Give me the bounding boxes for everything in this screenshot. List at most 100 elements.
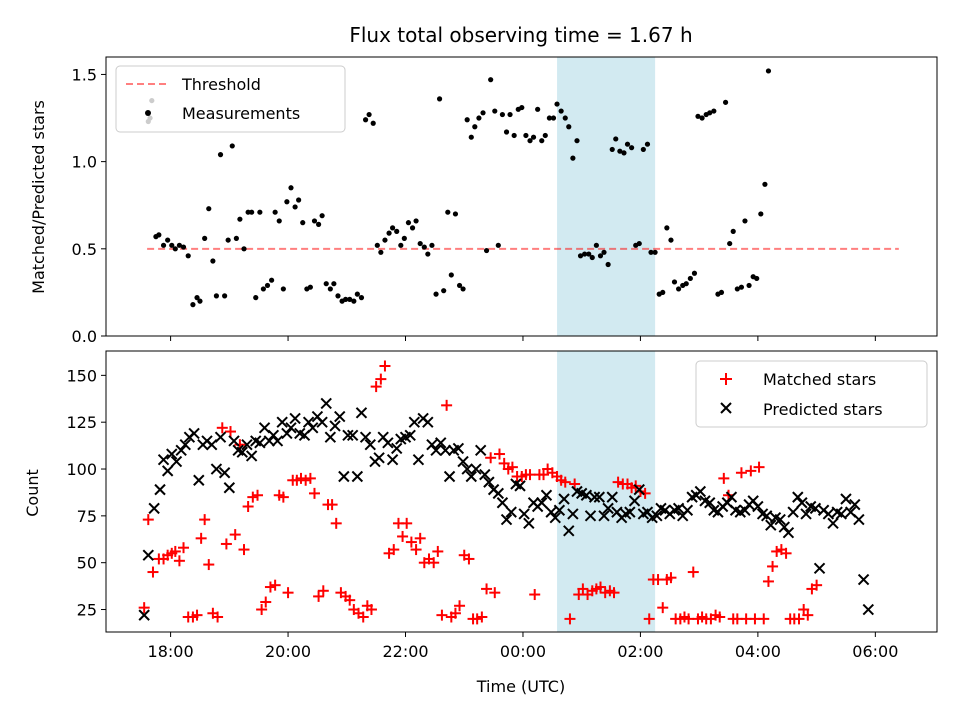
measurement-point — [468, 134, 474, 140]
measurement-point — [311, 218, 318, 224]
predicted-star-point — [496, 497, 509, 509]
y-tick-label: 75 — [77, 507, 97, 526]
matched-star-point — [195, 532, 207, 544]
measurement-point — [668, 237, 674, 243]
measurement-point — [362, 117, 369, 123]
matched-star-point — [282, 587, 294, 599]
measurement-point — [730, 228, 736, 234]
predicted-star-point — [320, 397, 332, 410]
count-legend: Matched stars Predicted stars — [695, 360, 928, 428]
matched-star-point — [191, 609, 203, 621]
predicted-star-point — [359, 431, 372, 443]
predicted-star-point — [142, 549, 154, 561]
predicted-star-point — [536, 497, 548, 509]
x-tick-label: 22:00 — [382, 642, 428, 661]
predicted-star-point — [862, 603, 874, 616]
measurement-point — [699, 115, 705, 121]
measurement-point — [495, 242, 501, 248]
predicted-star-point — [355, 407, 368, 419]
predicted-star-point — [408, 416, 421, 428]
y-tick-label: 50 — [77, 554, 97, 573]
measurements-legend-label: Measurements — [182, 104, 300, 123]
predicted-star-point — [241, 438, 253, 451]
predicted-star-point — [439, 444, 452, 456]
measurement-point — [156, 232, 162, 238]
matched-star-point — [401, 517, 413, 529]
predicted-star-point — [514, 480, 526, 492]
measurement-point — [542, 132, 548, 139]
measurement-point — [758, 211, 764, 217]
predicted-star-point — [175, 444, 187, 456]
predicted-star-point — [302, 416, 315, 428]
predicted-star-point — [218, 467, 231, 479]
measurement-point — [582, 251, 588, 257]
measurement-point — [284, 199, 290, 205]
predicted-star-point — [782, 527, 795, 539]
measurement-point — [436, 96, 443, 102]
y-tick-label: 125 — [66, 413, 97, 432]
count-axes-frame — [105, 350, 938, 633]
predicted-star-point — [342, 429, 354, 442]
measurement-point — [664, 225, 670, 231]
predicted-star-point — [166, 448, 178, 460]
measurement-point — [523, 132, 529, 139]
predicted-star-point — [170, 455, 183, 468]
predicted-star-point — [540, 489, 553, 501]
predicted-star-point — [602, 502, 614, 515]
measurement-point — [691, 270, 698, 276]
predicted-star-point — [307, 422, 319, 434]
matched-star-point — [414, 532, 426, 544]
measurement-point — [762, 181, 768, 187]
measurement-point — [640, 146, 646, 153]
predicted-star-point — [236, 446, 248, 458]
measurement-point — [194, 295, 200, 301]
matched-star-point — [683, 613, 695, 625]
measurement-point — [707, 110, 713, 116]
measurement-point — [366, 111, 372, 118]
measurement-point — [327, 286, 333, 292]
matched-star-point — [485, 452, 497, 464]
measurement-point — [351, 298, 357, 304]
predicted-star-point — [827, 517, 839, 530]
matched-star-point — [252, 489, 264, 501]
matched-star-point — [524, 469, 536, 481]
predicted-star-point — [148, 502, 160, 515]
predicted-star-point — [479, 468, 491, 481]
measurement-point — [456, 282, 463, 289]
predicted-star-point — [518, 508, 530, 520]
measurement-point — [354, 291, 360, 297]
predicted-star-point — [483, 476, 495, 488]
matched-star-point — [762, 575, 774, 587]
measurement-point — [539, 138, 545, 144]
measurement-point — [202, 235, 208, 241]
predicted-star-point — [346, 429, 359, 442]
matched-star-point — [357, 611, 369, 623]
measurement-point — [613, 136, 619, 142]
matched-star-point — [397, 530, 409, 542]
predicted-star-point — [188, 427, 200, 440]
measurement-point — [190, 302, 196, 308]
predicted-star-point — [373, 452, 385, 464]
measurement-point — [519, 104, 525, 111]
measurement-point — [746, 282, 752, 289]
matched-star-point — [506, 461, 518, 473]
measurement-point — [210, 258, 216, 264]
predicted-star-point — [813, 562, 826, 575]
matched-star-point — [643, 613, 655, 625]
matched-star-point — [463, 553, 475, 565]
matched-star-point — [220, 538, 232, 550]
matched-star-point — [242, 500, 254, 512]
measurement-point — [389, 225, 396, 231]
matched-star-point — [388, 544, 400, 556]
predicted-star-point — [840, 493, 852, 505]
matched-legend-swatch — [720, 373, 732, 385]
measurement-point — [722, 99, 729, 105]
y-tick-label: 150 — [66, 366, 97, 385]
measurement-point — [213, 293, 220, 299]
matched-star-point — [771, 545, 783, 557]
measurement-point — [472, 124, 478, 130]
measurement-point — [546, 115, 552, 121]
matched-star-point — [687, 566, 699, 578]
matched-star-point — [379, 360, 391, 372]
ratio-legend: Threshold Measurements — [115, 65, 346, 133]
